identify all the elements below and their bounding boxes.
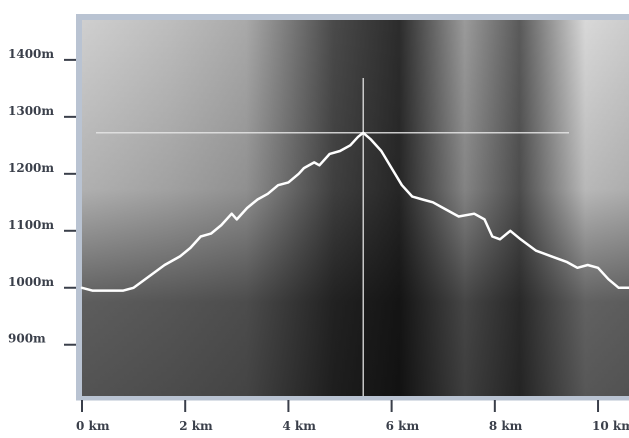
elevation-point (148, 275, 151, 278)
x-tick-label: 0 km (76, 419, 110, 433)
elevation-point (442, 207, 445, 209)
x-tick-label: 8 km (489, 419, 523, 433)
elevation-point (189, 247, 192, 249)
elevation-point (235, 218, 238, 221)
y-tick-label: 1300m (8, 104, 54, 118)
elevation-point (287, 181, 290, 184)
elevation-point (163, 264, 166, 266)
elevation-point (421, 198, 424, 201)
elevation-point (370, 138, 372, 141)
elevation-point (535, 249, 537, 252)
crosshair (96, 78, 569, 396)
elevation-point (132, 286, 135, 289)
y-axis: 1400m 1300m 1200m 1100m 1000m 900m (8, 47, 76, 346)
elevation-point (230, 212, 233, 215)
elevation-point (220, 224, 223, 227)
elevation-line (80, 131, 629, 292)
elevation-point (499, 238, 501, 241)
elevation-point (277, 184, 279, 187)
elevation-point (318, 164, 321, 167)
elevation-point (349, 144, 352, 147)
elevation-point (357, 135, 359, 138)
elevation-point (297, 172, 300, 175)
y-tick-label: 1400m (8, 47, 54, 61)
elevation-point (179, 255, 181, 258)
y-tick-label: 1200m (8, 161, 54, 175)
x-tick-label: 2 km (179, 419, 213, 433)
elevation-point (339, 150, 341, 152)
elevation-point (210, 232, 212, 235)
elevation-point (380, 150, 383, 152)
elevation-point (81, 286, 83, 289)
elevation-point (491, 235, 494, 238)
elevation-point (586, 264, 589, 266)
elevation-point (199, 235, 202, 238)
elevation-point (519, 238, 522, 241)
elevation-point (266, 192, 269, 195)
y-tick-label: 1000m (8, 275, 54, 289)
x-tick-label: 4 km (282, 419, 316, 433)
elevation-point (390, 167, 393, 170)
elevation-point (91, 289, 94, 292)
elevation-point (411, 195, 414, 198)
plot-shade (82, 20, 629, 396)
elevation-point (401, 184, 403, 187)
elevation-point (617, 286, 620, 289)
y-tick-label: 900m (8, 332, 46, 346)
y-tick-label: 1100m (8, 218, 54, 232)
elevation-point (303, 167, 305, 170)
elevation-point (607, 278, 610, 281)
chart-frame (76, 14, 629, 399)
x-tick-label: 10 km (592, 419, 629, 433)
elevation-point (576, 266, 579, 269)
elevation-point (246, 207, 249, 209)
elevation-point (483, 218, 486, 221)
elevation-point (106, 289, 109, 292)
elevation-point (457, 215, 460, 218)
elevation-point (313, 161, 316, 164)
elevation-point (328, 153, 331, 155)
x-tick-label: 6 km (386, 419, 420, 433)
elevation-point (473, 212, 476, 215)
elevation-point (509, 229, 512, 232)
elevation-point (597, 266, 599, 269)
elevation-point (566, 261, 568, 263)
elevation-point (256, 198, 259, 201)
x-axis: 0 km 2 km 4 km 6 km 8 km 10 km (76, 398, 629, 433)
elevation-point (122, 289, 125, 292)
elevation-point (550, 255, 553, 258)
series-layer (80, 131, 629, 292)
elevation-point (362, 131, 365, 134)
elevation-point (432, 201, 434, 204)
